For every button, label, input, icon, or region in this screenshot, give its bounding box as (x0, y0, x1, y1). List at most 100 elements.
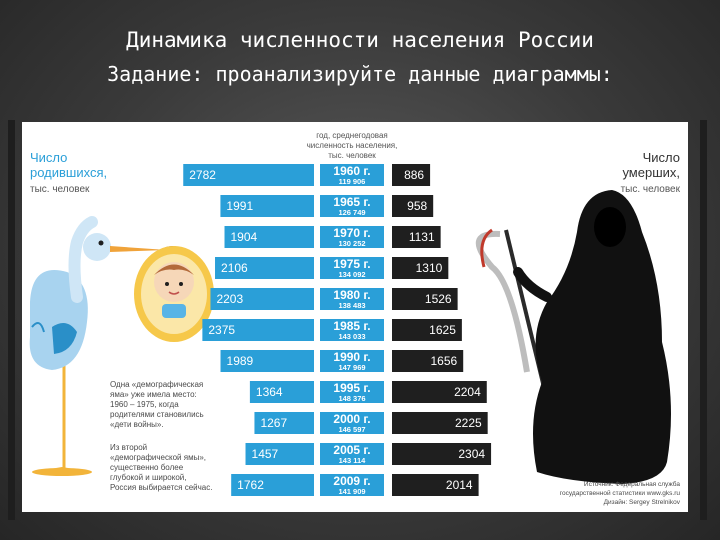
births-value: 1762 (237, 478, 264, 492)
chart-row: 1904 1970 г.130 252 1131 (224, 226, 441, 248)
births-bar (231, 474, 314, 496)
bars: 2782 1960 г.119 906 886 1991 1965 г.126 749 9… (183, 164, 492, 496)
stork-illustration (29, 216, 167, 476)
year-box (320, 195, 384, 217)
population-label: 143 114 (339, 456, 367, 465)
chart-row: 2375 1985 г.143 033 1625 (202, 319, 462, 341)
year-box (320, 164, 384, 186)
deaths-bar (392, 443, 492, 465)
population-label: 146 597 (338, 425, 365, 434)
source-line: Источник: Федеральная служба (584, 480, 680, 488)
births-bar (183, 164, 314, 186)
deaths-value: 886 (404, 168, 424, 182)
births-bar (202, 319, 314, 341)
births-value: 2203 (216, 292, 243, 306)
year-box (320, 412, 384, 434)
deaths-value: 2304 (458, 447, 485, 461)
annotation-line: 1960 – 1975, когда (110, 400, 179, 409)
annotation-line: существенно более (110, 463, 184, 472)
deaths-bar (392, 474, 479, 496)
births-value: 1267 (260, 416, 287, 430)
births-bar (249, 381, 314, 403)
frame-right-edge (700, 120, 707, 520)
source-line: Дизайн: Sergey Strelnikov (604, 498, 681, 506)
chart-row: 1989 1990 г.147 969 1656 (220, 350, 464, 372)
births-value: 1904 (231, 230, 258, 244)
annotation-line: Из второй (110, 443, 147, 452)
deaths-bar (392, 412, 488, 434)
slide-subtitle: Задание: проанализируйте данные диаграмм… (107, 62, 613, 86)
deaths-bar (392, 381, 487, 403)
chart-row: 1267 2000 г.146 597 2225 (254, 412, 488, 434)
source-note: Источник: Федеральная службагосударствен… (560, 480, 681, 506)
deaths-label-line: Число (643, 150, 680, 165)
year-box (320, 319, 384, 341)
chart-row: 2782 1960 г.119 906 886 (183, 164, 431, 186)
deaths-bar (392, 350, 464, 372)
deaths-value: 2225 (455, 416, 482, 430)
deaths-label-line: тыс. человек (621, 184, 681, 195)
births-bar (215, 257, 314, 279)
deaths-value: 1656 (431, 354, 458, 368)
source-line: государственной статистики www.gks.ru (560, 489, 681, 497)
year-box (320, 350, 384, 372)
births-label-line: Число (30, 150, 67, 165)
births-value: 2375 (208, 323, 235, 337)
year-label: 2005 г. (333, 443, 370, 457)
year-label: 2009 г. (333, 474, 370, 488)
population-label: 147 969 (338, 363, 365, 372)
annotation-line: глубокой и широкой, (110, 473, 186, 482)
deaths-bar (392, 288, 458, 310)
births-label-line: родившихся, (30, 165, 107, 180)
chart-row: 1991 1965 г.126 749 958 (220, 195, 434, 217)
deaths-bar (392, 319, 462, 341)
births-bar (220, 350, 314, 372)
population-label: 119 906 (339, 177, 366, 186)
births-bar (210, 288, 314, 310)
deaths-value: 2014 (446, 478, 473, 492)
year-box (320, 474, 384, 496)
year-box (320, 226, 384, 248)
deaths-bar (392, 257, 449, 279)
year-label: 1975 г. (333, 257, 370, 271)
chart-row: 1762 2009 г.141 909 2014 (231, 474, 479, 496)
population-label: 143 033 (338, 332, 365, 341)
center-header-line: год, среднегодовая (316, 131, 387, 140)
annotation-line: родителями становились (110, 410, 204, 419)
population-label: 134 092 (338, 270, 365, 279)
births-value: 1457 (252, 447, 279, 461)
chart-row: 2203 1980 г.138 483 1526 (210, 288, 458, 310)
grim-reaper-illustration (475, 190, 671, 484)
population-label: 138 483 (338, 301, 365, 310)
center-header-line: тыс. человек (328, 151, 376, 160)
population-label: 126 749 (338, 208, 365, 217)
deaths-value: 958 (407, 199, 427, 213)
chart-row: 1364 1995 г.148 376 2204 (249, 381, 487, 403)
population-label: 141 909 (338, 487, 365, 496)
chart-row: 1457 2005 г.143 114 2304 (245, 443, 492, 465)
baby-illustration (134, 246, 214, 342)
deaths-label-line: умерших, (622, 165, 680, 180)
births-bar (224, 226, 314, 248)
deaths-bar (392, 195, 434, 217)
deaths-value: 1310 (416, 261, 443, 275)
slide-title: Динамика численности населения России (126, 28, 594, 52)
year-box (320, 443, 384, 465)
year-label: 1985 г. (333, 319, 370, 333)
frame-left-edge (8, 120, 15, 520)
births-bar (254, 412, 314, 434)
annotation-line: Россия выбирается сейчас. (110, 483, 212, 492)
year-box (320, 288, 384, 310)
year-label: 2000 г. (333, 412, 370, 426)
annotation-line: Одна «демографическая (110, 380, 203, 389)
births-value: 1364 (256, 385, 283, 399)
deaths-value: 1625 (429, 323, 456, 337)
year-label: 1965 г. (333, 195, 370, 209)
births-value: 2782 (189, 168, 216, 182)
year-label: 1980 г. (333, 288, 370, 302)
births-value: 2106 (221, 261, 248, 275)
